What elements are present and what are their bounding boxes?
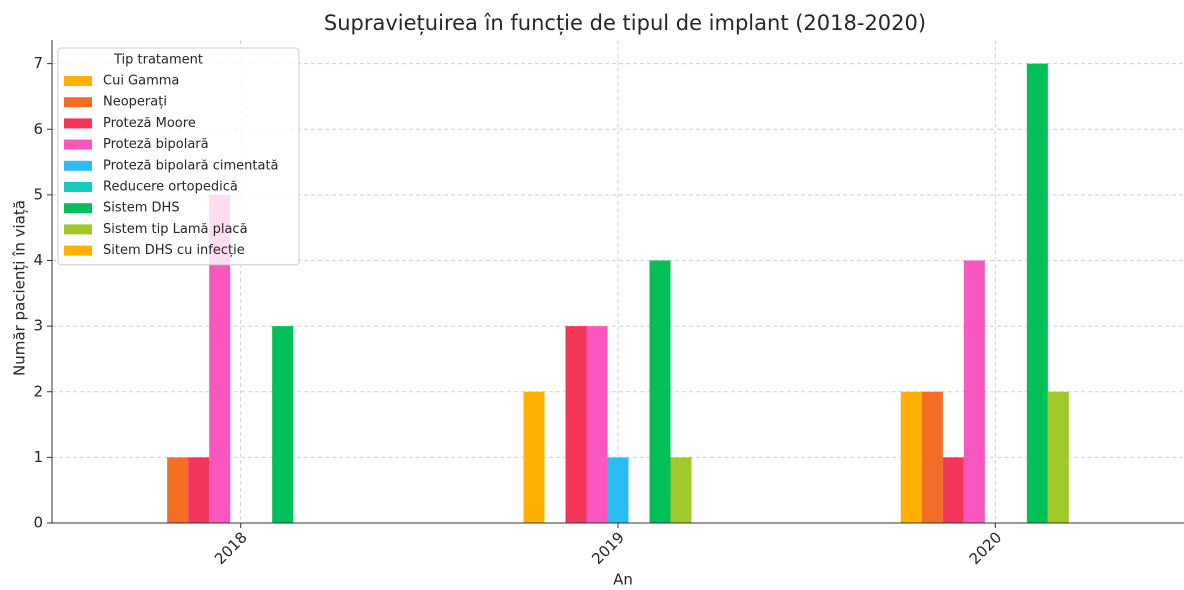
legend-label: Sistem DHS <box>103 201 180 216</box>
legend: Tip tratament Cui Gamma Neoperați Proteză M… <box>57 47 300 266</box>
bar <box>586 326 608 523</box>
bar <box>607 457 629 523</box>
legend-swatch <box>64 76 92 86</box>
bar <box>649 260 671 523</box>
y-tick-label: 5 <box>33 185 43 203</box>
x-tick-label: 2018 <box>211 528 251 568</box>
legend-box <box>57 47 300 266</box>
legend-swatch <box>64 139 92 150</box>
bar <box>167 457 189 523</box>
bar <box>963 260 985 523</box>
chart-title: Supraviețuirea în funcție de tipul de im… <box>324 11 926 35</box>
bar <box>523 391 545 523</box>
x-tick-label: 2019 <box>588 528 628 568</box>
bar <box>921 391 943 523</box>
legend-label: Sitem DHS cu infecție <box>103 243 245 258</box>
y-tick-label: 3 <box>33 317 43 335</box>
legend-swatch <box>64 160 92 171</box>
legend-swatch <box>64 224 92 235</box>
legend-title: Tip tratament <box>113 53 203 68</box>
legend-swatch <box>64 245 92 256</box>
y-axis-label: Număr pacienți în viață <box>11 200 29 376</box>
legend-label: Reducere ortopedică <box>103 180 238 195</box>
legend-label: Proteză bipolară cimentată <box>103 158 279 173</box>
legend-label: Neoperați <box>103 95 167 110</box>
y-tick-label: 2 <box>33 382 43 400</box>
legend-label: Proteză bipolară <box>103 137 209 152</box>
bar <box>900 391 922 523</box>
legend-swatch <box>64 118 92 129</box>
bar <box>942 457 964 523</box>
legend-swatch <box>64 203 92 214</box>
bar <box>272 326 294 523</box>
bar <box>1047 391 1069 523</box>
bar <box>565 326 587 523</box>
legend-label: Cui Gamma <box>103 74 179 89</box>
legend-label: Proteză Moore <box>103 116 196 131</box>
x-tick-label: 2020 <box>966 528 1006 568</box>
legend-swatch <box>64 97 92 108</box>
y-tick-label: 1 <box>33 448 43 466</box>
legend-swatch <box>64 182 92 192</box>
y-tick-label: 4 <box>33 251 43 269</box>
y-tick-label: 6 <box>33 120 43 138</box>
x-axis-label: An <box>613 571 633 589</box>
bar <box>209 194 231 523</box>
bar <box>670 457 692 523</box>
y-tick-label: 0 <box>33 514 43 532</box>
legend-label: Sistem tip Lamă placă <box>103 222 248 237</box>
y-tick-label: 7 <box>33 54 43 72</box>
bar <box>188 457 210 523</box>
bar <box>1026 63 1048 523</box>
